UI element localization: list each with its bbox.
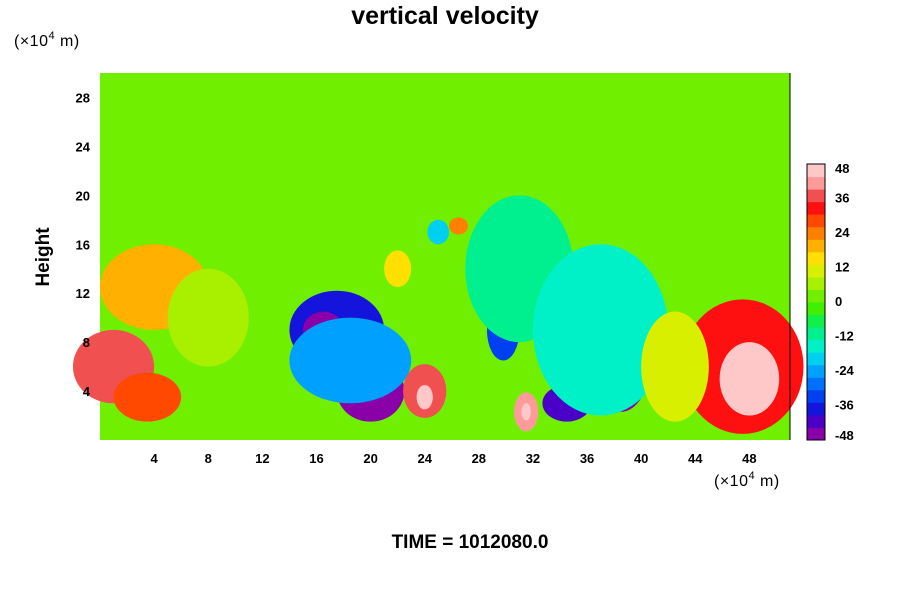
y-tick-label: 28	[76, 90, 90, 105]
colorbar-tick-label: 12	[835, 260, 849, 275]
x-unit-label: (×104 m)	[714, 470, 780, 491]
colorbar-tick-label: -12	[835, 329, 854, 344]
x-tick-label: 32	[526, 451, 540, 466]
chart-title: vertical velocity	[351, 2, 539, 30]
colorbar-swatch	[807, 276, 825, 290]
x-tick-label: 36	[580, 451, 594, 466]
contour-region	[449, 217, 468, 235]
colorbar-swatch	[807, 414, 825, 428]
time-label: TIME = 1012080.0	[391, 532, 549, 553]
y-unit-suffix: m)	[55, 33, 80, 50]
colorbar-swatch	[807, 176, 825, 190]
x-unit-exponent: 4	[748, 470, 756, 482]
y-unit-exponent: 4	[48, 30, 56, 42]
x-tick-label: 12	[255, 451, 269, 466]
contour-region	[719, 342, 780, 416]
colorbar-swatch	[807, 239, 825, 253]
contour-region	[641, 311, 709, 422]
contour-region	[521, 403, 531, 421]
colorbar-swatch	[807, 327, 825, 341]
contour-region	[416, 384, 433, 410]
y-tick-label: 12	[76, 286, 90, 301]
colorbar-tick-label: 48	[835, 161, 849, 176]
y-axis-ticks: 4 8 12 16 20 24 28	[76, 90, 91, 399]
x-unit-prefix: (×10	[714, 473, 749, 490]
contour-region	[113, 372, 182, 422]
y-unit-prefix: (×10	[14, 33, 49, 50]
x-unit-suffix: m)	[755, 473, 780, 490]
colorbar-frame	[806, 163, 826, 441]
colorbar-tick-label: -36	[835, 398, 854, 413]
colorbar-swatch	[807, 264, 825, 278]
y-tick-label: 4	[83, 384, 91, 399]
colorbar-swatch	[807, 164, 825, 178]
y-tick-label: 8	[83, 335, 90, 350]
x-tick-label: 24	[417, 451, 432, 466]
colorbar-swatch	[807, 189, 825, 203]
colorbar-swatch	[807, 226, 825, 240]
x-tick-label: 16	[309, 451, 323, 466]
contour-region	[289, 317, 412, 404]
colorbar-swatch	[807, 389, 825, 403]
colorbar-swatch	[807, 377, 825, 391]
colorbar-swatch	[807, 402, 825, 416]
y-unit-label: (×104 m)	[14, 30, 80, 51]
colorbar-tick-label: -48	[835, 428, 854, 443]
colorbar-swatch	[807, 427, 825, 441]
colorbar-swatch	[807, 214, 825, 228]
contour-region	[427, 219, 450, 245]
colorbar-tick-label: 36	[835, 191, 849, 206]
colorbar-swatch	[807, 314, 825, 328]
contour-region	[167, 268, 249, 367]
colorbar-swatch	[807, 352, 825, 366]
colorbar-swatch	[807, 251, 825, 265]
colorbar-swatch	[807, 201, 825, 215]
x-tick-label: 8	[205, 451, 212, 466]
x-axis-ticks: 4 8 12 16 20 24 28 32 36 40 44 48	[151, 451, 757, 466]
contour-region	[384, 250, 412, 288]
y-tick-label: 20	[76, 188, 90, 203]
colorbar-swatch	[807, 289, 825, 303]
x-tick-label: 44	[688, 451, 703, 466]
x-tick-label: 48	[742, 451, 756, 466]
colorbar: 48 36 24 12 0 -12 -24 -36 -48	[806, 161, 855, 443]
colorbar-tick-label: 24	[835, 225, 850, 240]
colorbar-swatch	[807, 364, 825, 378]
y-tick-label: 16	[76, 237, 90, 252]
x-tick-label: 4	[151, 451, 159, 466]
colorbar-swatch	[807, 302, 825, 316]
upper-layer	[100, 73, 790, 196]
colorbar-tick-label: 0	[835, 294, 842, 309]
colorbar-tick-label: -24	[835, 363, 855, 378]
colorbar-swatch	[807, 339, 825, 353]
y-tick-label: 24	[76, 139, 91, 154]
x-tick-label: 20	[363, 451, 377, 466]
x-tick-label: 28	[472, 451, 486, 466]
plot-area	[72, 73, 804, 440]
x-tick-label: 40	[634, 451, 648, 466]
contour-region	[532, 244, 669, 416]
